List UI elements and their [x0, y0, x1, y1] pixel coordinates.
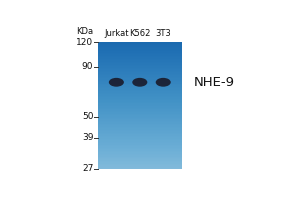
Text: 3T3: 3T3: [155, 29, 171, 38]
Ellipse shape: [156, 78, 171, 87]
Text: 27: 27: [82, 164, 93, 173]
Text: 120: 120: [76, 38, 93, 47]
Text: KDa: KDa: [76, 27, 93, 36]
Text: 90: 90: [82, 62, 93, 71]
Ellipse shape: [132, 78, 147, 87]
Text: 50: 50: [82, 112, 93, 121]
Text: NHE-9: NHE-9: [193, 76, 234, 89]
Text: K562: K562: [129, 29, 151, 38]
Text: Jurkat: Jurkat: [104, 29, 129, 38]
Ellipse shape: [109, 78, 124, 87]
Text: 39: 39: [82, 133, 93, 142]
